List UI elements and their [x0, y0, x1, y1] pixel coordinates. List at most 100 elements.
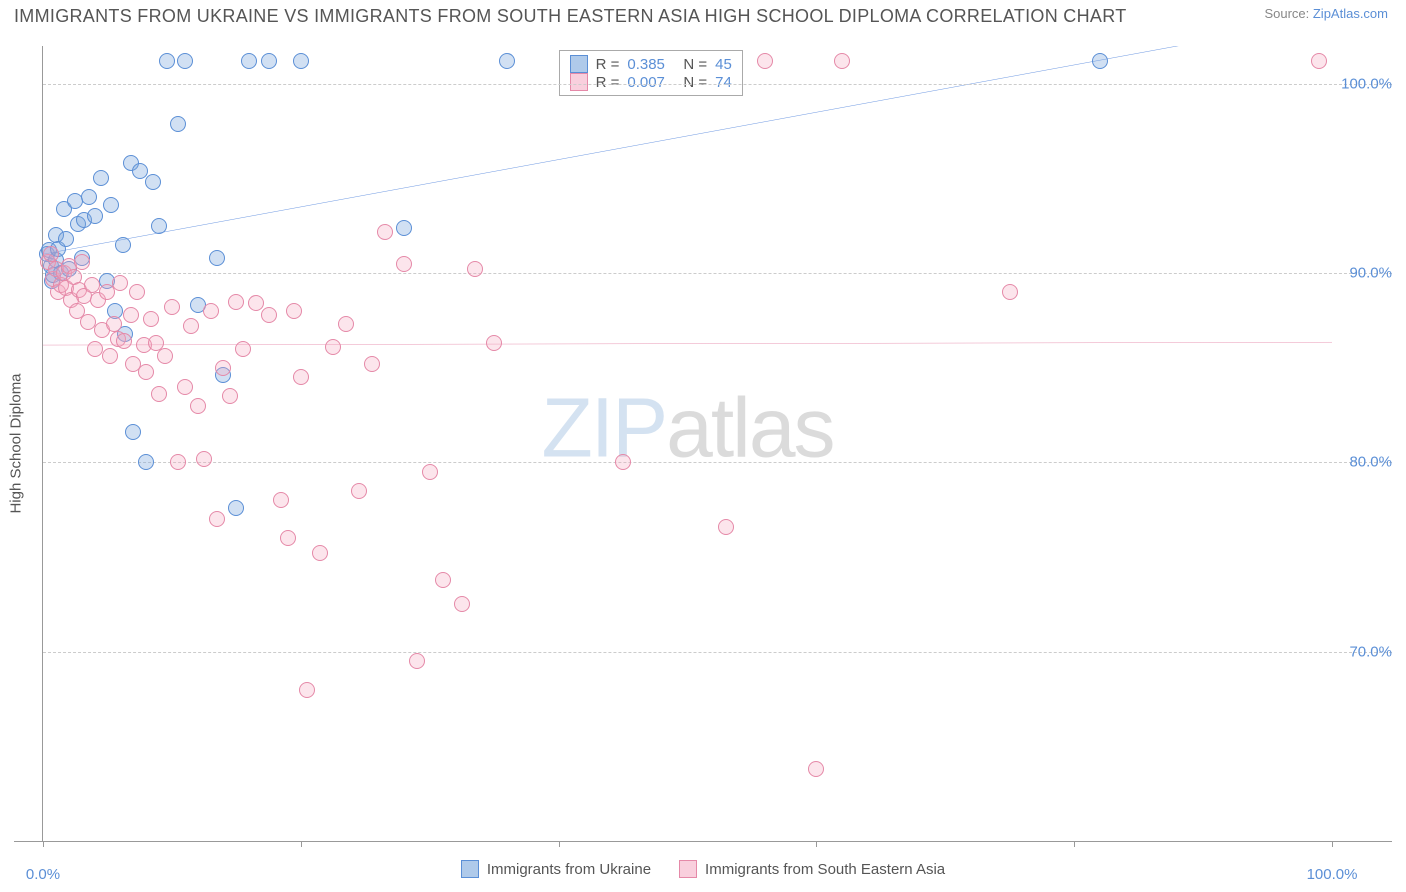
data-point-ukraine [87, 208, 103, 224]
data-point-sea [87, 341, 103, 357]
data-point-sea [138, 364, 154, 380]
data-point-sea [106, 316, 122, 332]
data-point-sea [1002, 284, 1018, 300]
data-point-sea [325, 339, 341, 355]
y-tick-label: 70.0% [1336, 643, 1392, 660]
stats-row-ukraine: R =0.385N =45 [570, 55, 732, 73]
data-point-sea [467, 261, 483, 277]
data-point-sea [228, 294, 244, 310]
gridline-h [43, 462, 1392, 463]
data-point-ukraine [1092, 53, 1108, 69]
data-point-sea [286, 303, 302, 319]
data-point-ukraine [125, 424, 141, 440]
data-point-sea [273, 492, 289, 508]
data-point-sea [351, 483, 367, 499]
data-point-ukraine [115, 237, 131, 253]
data-point-sea [293, 369, 309, 385]
data-point-sea [157, 348, 173, 364]
data-point-sea [280, 530, 296, 546]
data-point-sea [454, 596, 470, 612]
plot-area: ZIPatlas R =0.385N =45R =0.007N =74 70.0… [42, 46, 1332, 841]
data-point-sea [177, 379, 193, 395]
data-point-sea [129, 284, 145, 300]
data-point-sea [364, 356, 380, 372]
data-point-sea [422, 464, 438, 480]
data-point-ukraine [177, 53, 193, 69]
data-point-sea [1311, 53, 1327, 69]
data-point-sea [84, 277, 100, 293]
source-credit: Source: ZipAtlas.com [1264, 6, 1388, 21]
data-point-ukraine [228, 500, 244, 516]
data-point-sea [209, 511, 225, 527]
data-point-sea [123, 307, 139, 323]
data-point-ukraine [499, 53, 515, 69]
series-legend: Immigrants from Ukraine Immigrants from … [0, 860, 1406, 878]
data-point-sea [834, 53, 850, 69]
data-point-ukraine [138, 454, 154, 470]
data-point-sea [190, 398, 206, 414]
data-point-ukraine [58, 231, 74, 247]
data-point-sea [808, 761, 824, 777]
y-axis-label-wrap: High School Diploma [4, 46, 28, 841]
x-tick-mark [1332, 841, 1333, 847]
source-link[interactable]: ZipAtlas.com [1313, 6, 1388, 21]
data-point-sea [486, 335, 502, 351]
data-point-sea [43, 246, 59, 262]
data-point-sea [196, 451, 212, 467]
data-point-sea [615, 454, 631, 470]
legend-item-ukraine: Immigrants from Ukraine [461, 860, 651, 878]
data-point-sea [203, 303, 219, 319]
x-tick-mark [1074, 841, 1075, 847]
x-tick-mark [43, 841, 44, 847]
legend-swatch-blue [461, 860, 479, 878]
data-point-ukraine [241, 53, 257, 69]
stats-swatch [570, 55, 588, 73]
y-tick-label: 80.0% [1336, 454, 1392, 471]
data-point-sea [261, 307, 277, 323]
data-point-sea [396, 256, 412, 272]
data-point-sea [409, 653, 425, 669]
legend-label: Immigrants from Ukraine [487, 861, 651, 878]
data-point-sea [116, 333, 132, 349]
data-point-sea [112, 275, 128, 291]
data-point-sea [143, 311, 159, 327]
data-point-ukraine [396, 220, 412, 236]
data-point-ukraine [209, 250, 225, 266]
stats-legend: R =0.385N =45R =0.007N =74 [559, 50, 743, 96]
data-point-ukraine [145, 174, 161, 190]
data-point-sea [102, 348, 118, 364]
y-axis-label: High School Diploma [8, 373, 25, 513]
data-point-sea [757, 53, 773, 69]
y-tick-label: 90.0% [1336, 265, 1392, 282]
data-point-sea [215, 360, 231, 376]
gridline-h [43, 84, 1392, 85]
data-point-ukraine [159, 53, 175, 69]
data-point-ukraine [151, 218, 167, 234]
data-point-ukraine [261, 53, 277, 69]
data-point-sea [74, 254, 90, 270]
data-point-sea [299, 682, 315, 698]
data-point-sea [718, 519, 734, 535]
trend-lines [43, 46, 1332, 841]
gridline-h [43, 652, 1392, 653]
data-point-sea [435, 572, 451, 588]
data-point-sea [170, 454, 186, 470]
data-point-ukraine [170, 116, 186, 132]
data-point-sea [183, 318, 199, 334]
data-point-sea [164, 299, 180, 315]
data-point-sea [377, 224, 393, 240]
x-tick-mark [816, 841, 817, 847]
x-tick-mark [301, 841, 302, 847]
stats-swatch [570, 73, 588, 91]
data-point-sea [338, 316, 354, 332]
chart-header: IMMIGRANTS FROM UKRAINE VS IMMIGRANTS FR… [0, 0, 1406, 27]
legend-item-sea: Immigrants from South Eastern Asia [679, 860, 945, 878]
data-point-sea [312, 545, 328, 561]
gridline-h [43, 273, 1392, 274]
data-point-ukraine [93, 170, 109, 186]
stats-row-sea: R =0.007N =74 [570, 73, 732, 91]
data-point-ukraine [81, 189, 97, 205]
legend-label: Immigrants from South Eastern Asia [705, 861, 945, 878]
y-tick-label: 100.0% [1336, 75, 1392, 92]
chart-title: IMMIGRANTS FROM UKRAINE VS IMMIGRANTS FR… [14, 6, 1127, 27]
